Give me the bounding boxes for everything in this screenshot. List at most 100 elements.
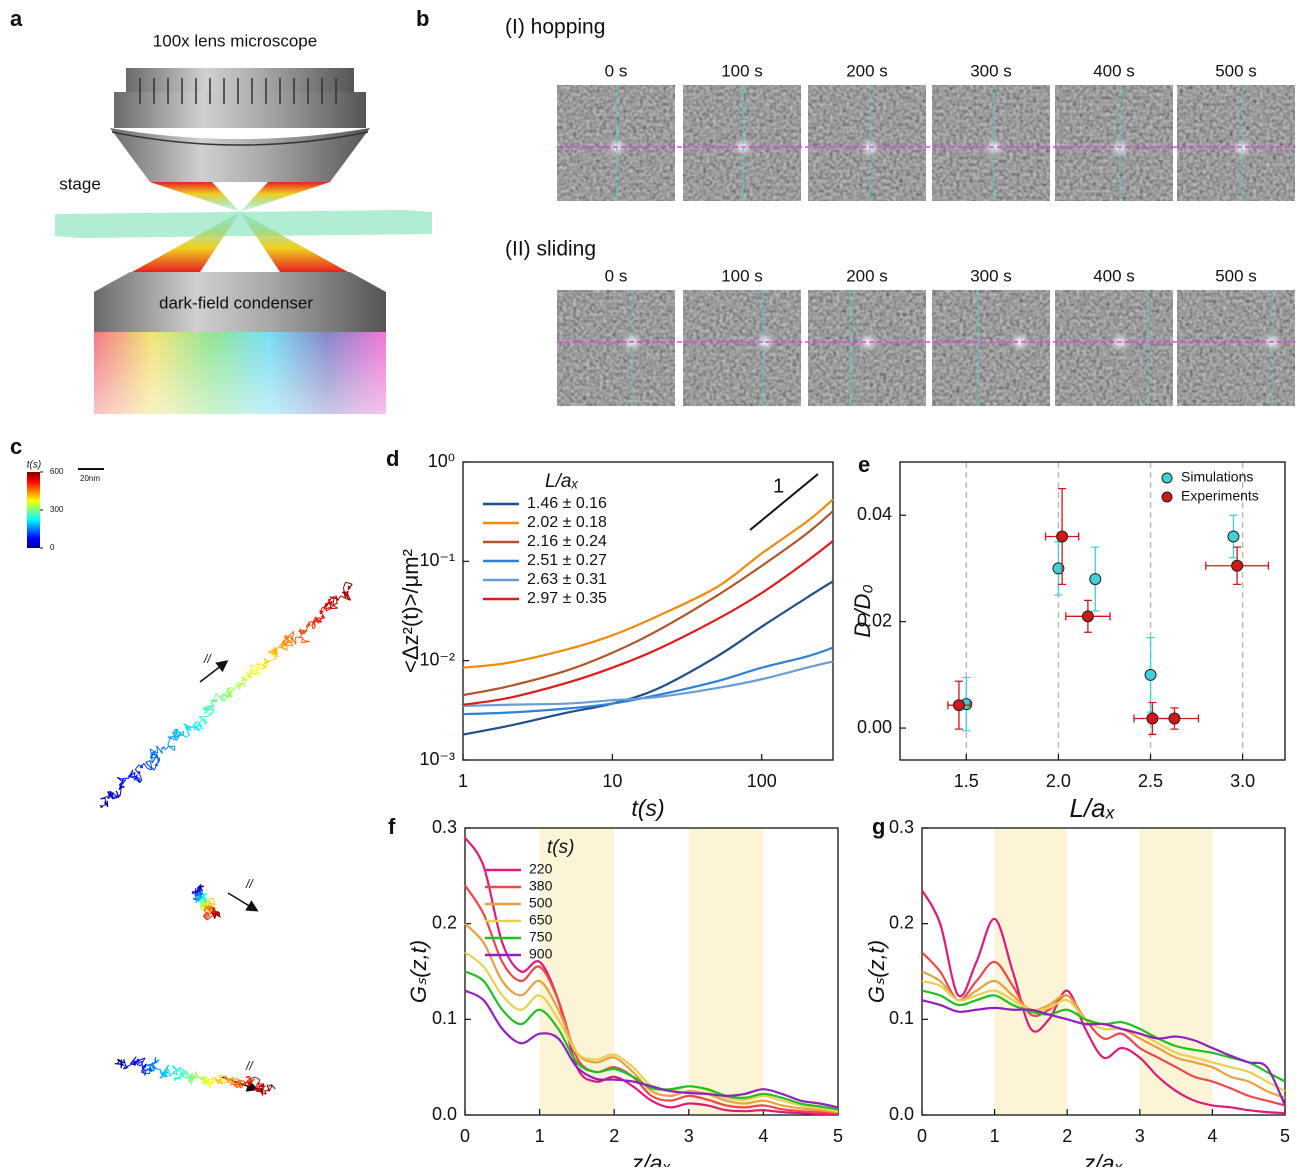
data-point [953,700,964,711]
condenser-label: dark-field condenser [159,293,313,312]
trajectory-segment [301,636,305,641]
trajectory-segment [133,1057,136,1061]
trajectory-segment [166,746,169,749]
image-tile [683,290,801,406]
trajectory-segment [157,755,158,763]
data-point [1145,669,1156,680]
legend-marker [1162,492,1172,502]
trajectory-segment [256,1086,257,1087]
y-tick-label: 10⁰ [428,451,455,471]
light-beam [150,182,240,212]
colorbar [27,472,40,548]
x-tick-label: 2.0 [1046,771,1071,791]
x-tick-label: 3 [1135,1126,1145,1146]
time-label: 200 s [846,61,888,80]
plot-frame [922,828,1285,1115]
x-tick-label: 0 [917,1126,927,1146]
data-point [1169,713,1180,724]
trajectory-segment [305,641,310,642]
data-line [922,1000,1285,1105]
panel-label: g [872,814,885,839]
y-axis-label: D /D₀ [850,584,875,637]
legend-label: 1.46 ± 0.16 [527,495,607,512]
x-tick-label: 4 [1207,1126,1217,1146]
x-axis-label: L/aₓ [1069,793,1115,823]
data-line [463,541,833,705]
trajectory-segment [330,608,338,609]
panel-label: d [386,446,399,471]
trajectory-segment [183,735,185,737]
panel-label: e [858,452,870,477]
data-line [465,838,838,1115]
panel-label: a [10,6,23,31]
y-axis-label: <Δz²(t)>/μm² [398,549,423,673]
trajectory-segment [209,713,210,714]
y-tick-label: 10⁻³ [419,749,455,769]
trajectory-segment [186,735,190,737]
y-tick-label: 0.0 [889,1104,914,1124]
legend-label: Experiments [1181,488,1259,504]
trajectory-segment [338,596,340,601]
legend-title: t(s) [547,837,574,858]
trajectory-segment [150,761,151,768]
y-tick-label: 0.00 [857,717,892,737]
direction-mark: // [245,1059,254,1073]
image-tile [557,290,675,406]
y-tick-label: 0.2 [432,912,457,932]
data-point [1228,531,1239,542]
light-beam [240,182,330,212]
row-title: (I) hopping [505,16,605,39]
trajectory-segment [135,765,139,770]
trajectory-segment [222,1083,225,1084]
data-line [922,972,1285,1098]
trajectory-segment [211,710,215,716]
objective-rim [126,68,354,92]
time-label: 200 s [846,266,888,285]
colorbar-tick-label: 300 [50,505,64,514]
light-fade [94,332,386,414]
legend-marker [1162,473,1172,483]
trajectory-segment [208,1085,211,1088]
panel-label: c [10,434,22,459]
trajectory-segment [258,1079,259,1080]
trajectory-segment [247,669,251,672]
trajectory-segment [233,686,237,692]
time-label: 300 s [970,266,1012,285]
trajectory-segment [271,658,277,660]
time-label: 400 s [1093,266,1135,285]
data-line [922,981,1285,1091]
y-tick-label: 0.1 [432,1008,457,1028]
x-tick-label: 2 [1062,1126,1072,1146]
legend-label: 2.97 ± 0.35 [527,590,607,607]
x-tick-label: 1 [458,771,468,791]
time-label: 100 s [721,266,763,285]
y-axis-label: Gₛ(z,t) [406,940,431,1003]
colorbar-tick-label: 600 [50,467,64,476]
objective-cone [110,128,370,182]
microscope-diagram: 100x lens microscope stage dark-field co… [55,31,432,414]
image-tile [932,290,1050,406]
data-point [1082,611,1093,622]
row-title: (II) sliding [505,238,596,261]
objective-body [114,92,366,128]
trajectory-segment [197,897,200,898]
x-tick-label: 1 [535,1126,545,1146]
panel-label: f [388,814,396,839]
trajectory-segment [209,913,211,914]
legend-label: 2.51 ± 0.27 [527,552,607,569]
trajectory-segment [186,1071,187,1078]
data-line [463,511,833,695]
trajectory-segment [240,1085,244,1086]
data-line [922,890,1285,1113]
x-tick-label: 3 [684,1126,694,1146]
trajectory-segment [210,713,211,714]
trajectory-segment [122,778,124,779]
direction-arrow [228,893,256,910]
x-tick-label: 10 [602,771,622,791]
trajectory-segment [343,582,345,588]
y-tick-label: 10⁻¹ [419,550,455,570]
trajectory-segment [244,675,248,679]
data-line [465,885,838,1113]
shaded-band [1140,828,1213,1115]
direction-mark: // [245,877,254,891]
